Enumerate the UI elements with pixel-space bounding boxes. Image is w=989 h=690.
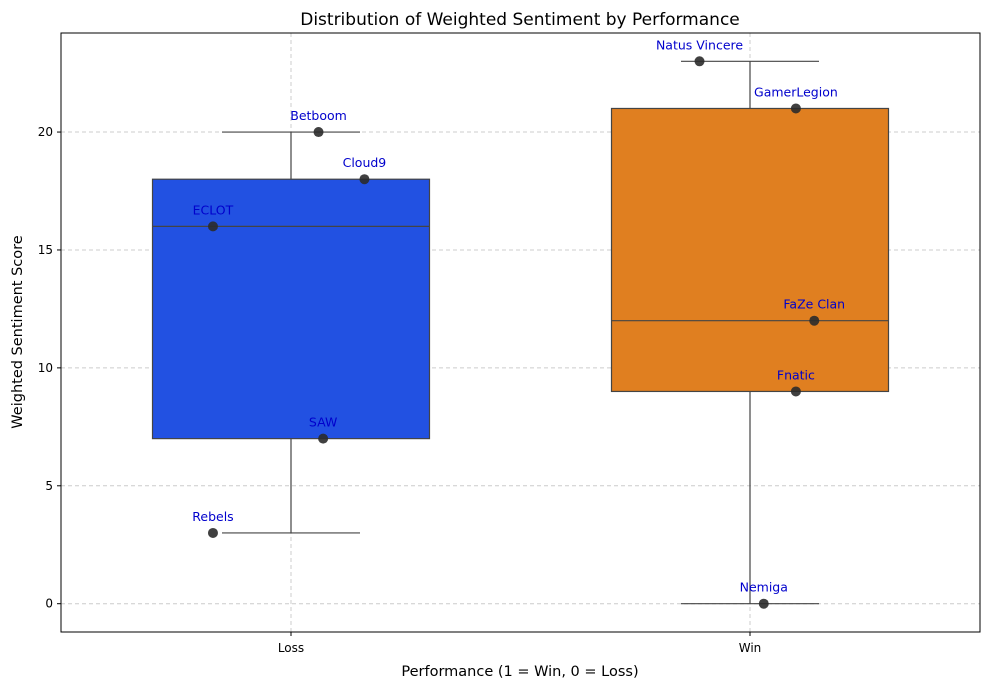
data-point bbox=[694, 56, 705, 67]
y-axis-label: Weighted Sentiment Score bbox=[10, 235, 26, 428]
point-label: SAW bbox=[309, 415, 337, 430]
y-tick-label: 0 bbox=[45, 597, 53, 611]
x-axis-label: Performance (1 = Win, 0 = Loss) bbox=[401, 664, 638, 680]
point-label: Cloud9 bbox=[343, 155, 387, 170]
data-point bbox=[809, 315, 820, 326]
data-point bbox=[207, 221, 218, 232]
y-tick-label: 15 bbox=[38, 243, 53, 257]
y-tick-label: 5 bbox=[45, 479, 53, 493]
plot-frame bbox=[60, 32, 981, 633]
data-point bbox=[790, 386, 801, 397]
point-label: ECLOT bbox=[193, 202, 234, 217]
y-tick-label: 10 bbox=[38, 361, 53, 375]
data-point bbox=[207, 527, 218, 538]
box-layer bbox=[151, 60, 890, 605]
tick-layer: 0 5 10 15 20 Loss Win bbox=[38, 125, 762, 655]
box-win bbox=[610, 107, 890, 393]
data-point bbox=[359, 174, 370, 185]
data-point bbox=[758, 598, 769, 609]
data-point bbox=[790, 103, 801, 114]
point-label: Fnatic bbox=[777, 367, 815, 382]
point-label: Betboom bbox=[290, 108, 347, 123]
data-point bbox=[313, 127, 324, 138]
point-label: Nemiga bbox=[740, 580, 788, 595]
x-tick-label: Win bbox=[739, 641, 762, 655]
chart-title: Distribution of Weighted Sentiment by Pe… bbox=[300, 10, 740, 30]
x-tick-label: Loss bbox=[278, 641, 304, 655]
point-label: Natus Vincere bbox=[656, 37, 743, 52]
box-loss bbox=[151, 178, 431, 440]
y-tick-label: 20 bbox=[38, 125, 53, 139]
point-layer: Betboom Cloud9 ECLOT SAW Rebels Natus Vincere… bbox=[192, 37, 845, 609]
point-label: FaZe Clan bbox=[783, 297, 845, 312]
data-point bbox=[318, 433, 329, 444]
point-label: Rebels bbox=[192, 509, 233, 524]
point-label: GamerLegion bbox=[754, 84, 838, 99]
